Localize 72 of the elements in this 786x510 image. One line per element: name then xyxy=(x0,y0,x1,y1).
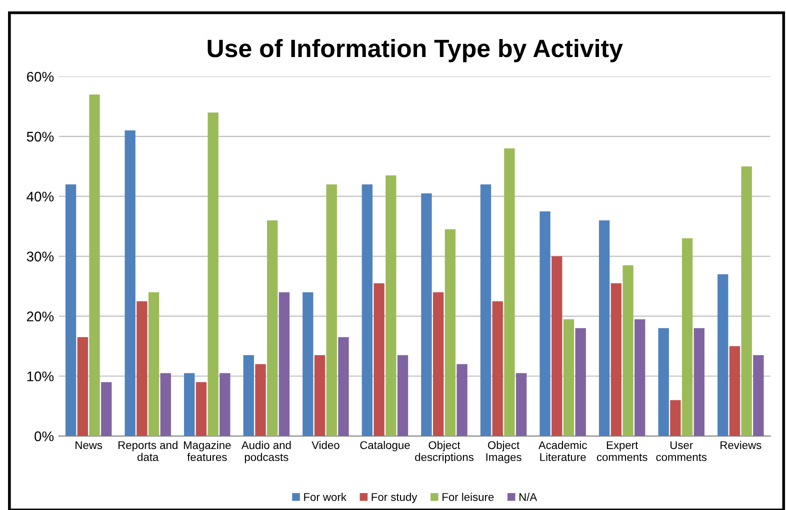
bar xyxy=(516,373,527,436)
bar xyxy=(101,382,112,436)
bar xyxy=(386,175,396,436)
x-tick-label: Object descriptions xyxy=(415,440,474,464)
x-tick-label: User comments xyxy=(656,441,707,462)
bar xyxy=(670,400,681,436)
bar xyxy=(184,373,195,436)
bar xyxy=(148,292,160,436)
legend-label: For study xyxy=(372,492,418,504)
bar xyxy=(718,274,728,436)
bar xyxy=(432,292,444,436)
bar xyxy=(196,382,207,436)
x-tick-label: Expert comments xyxy=(596,441,648,462)
bar xyxy=(89,94,100,436)
y-tick-label: 20% xyxy=(26,312,54,322)
bar xyxy=(610,283,622,436)
bar xyxy=(326,184,337,436)
x-tick-label: Magazine features xyxy=(184,440,231,462)
x-tick-label: Academic Literature xyxy=(538,440,587,462)
y-tick-label: 40% xyxy=(26,192,54,202)
bar xyxy=(374,283,384,436)
bar xyxy=(397,355,408,436)
bar xyxy=(65,184,76,436)
bar xyxy=(267,220,278,436)
bar xyxy=(160,373,171,436)
bar xyxy=(278,292,290,436)
y-tick-label: 50% xyxy=(26,132,54,142)
y-tick-label: 10% xyxy=(27,371,54,382)
bar xyxy=(243,355,254,436)
bar xyxy=(634,319,646,436)
chart-title: Use of Information Type by Activity xyxy=(208,38,623,62)
bar xyxy=(694,328,704,436)
bar xyxy=(552,256,562,436)
x-tick-label: Video xyxy=(312,440,340,450)
bar xyxy=(658,328,669,436)
bar xyxy=(302,292,314,436)
x-tick-label: Reviews xyxy=(720,440,762,450)
bar xyxy=(540,211,550,436)
bar xyxy=(208,112,218,436)
x-tick-label: Audio and podcasts xyxy=(241,440,291,464)
bar xyxy=(741,166,752,436)
legend-label: N/A xyxy=(519,492,538,501)
x-tick-label: News xyxy=(76,441,102,450)
bar xyxy=(338,337,349,436)
bar xyxy=(124,130,136,436)
bar xyxy=(255,364,266,436)
y-tick-label: 0% xyxy=(34,431,54,442)
bar xyxy=(362,184,373,436)
bar xyxy=(492,301,503,436)
bar xyxy=(220,373,230,436)
legend-label: For work xyxy=(304,492,346,501)
x-tick-label: Object Images xyxy=(486,440,522,464)
y-tick-label: 30% xyxy=(26,252,54,262)
x-tick-label: Catalogue xyxy=(360,440,410,452)
legend-label: For leisure xyxy=(442,492,494,501)
bar xyxy=(136,301,148,436)
bar xyxy=(504,148,515,436)
bar xyxy=(444,229,456,436)
bar xyxy=(314,355,326,436)
bar xyxy=(575,328,586,436)
bar xyxy=(563,319,574,436)
bar xyxy=(729,346,740,436)
bar xyxy=(456,364,468,436)
bar xyxy=(421,193,432,436)
bar xyxy=(480,184,492,436)
y-tick-label: 60% xyxy=(26,72,54,82)
bar xyxy=(682,238,693,436)
bar xyxy=(77,337,88,436)
bar xyxy=(622,265,634,436)
x-tick-label: Reports and data xyxy=(118,440,178,462)
bar xyxy=(598,220,610,436)
bar xyxy=(753,355,764,436)
